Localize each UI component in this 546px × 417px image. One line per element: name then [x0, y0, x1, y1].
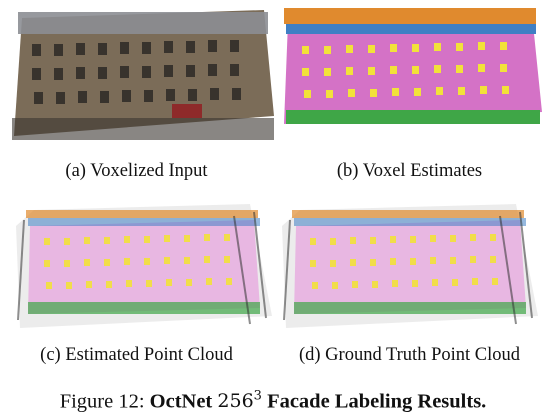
caption-a: (a) Voxelized Input: [65, 161, 208, 181]
figure-math: 2563: [217, 389, 262, 413]
figure-math-exp: 3: [253, 389, 262, 404]
estimated-point-cloud-image: [16, 204, 272, 328]
figure-label: Figure 12:: [59, 390, 145, 413]
caption-c: (c) Estimated Point Cloud: [40, 345, 233, 365]
figure-math-base: 256: [217, 390, 254, 413]
figure-title-suffix: Facade Labeling Results.: [267, 390, 487, 413]
figure-title-prefix: OctNet: [149, 390, 213, 413]
ground-truth-point-cloud-image: [282, 204, 538, 328]
figure-caption: Figure 12: OctNet 2563 Facade Labeling R…: [0, 385, 546, 413]
caption-b: (b) Voxel Estimates: [336, 161, 483, 181]
voxelized-input-image: [12, 10, 274, 140]
voxel-estimates-image: [284, 8, 542, 124]
panel-voxelized-input: [12, 4, 274, 144]
panel-estimated-point-cloud: [10, 196, 272, 332]
panel-voxel-estimates: [280, 4, 542, 144]
caption-d: (d) Ground Truth Point Cloud: [298, 345, 520, 365]
panel-ground-truth-point-cloud: [276, 196, 538, 332]
